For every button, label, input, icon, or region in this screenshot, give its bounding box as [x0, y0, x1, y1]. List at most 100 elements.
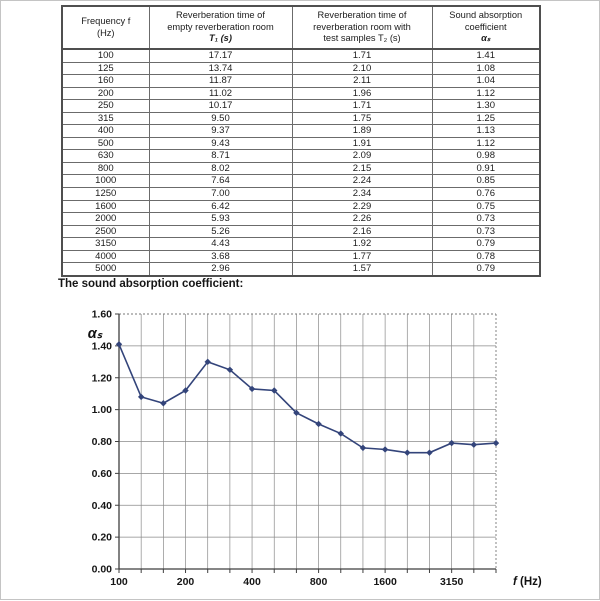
data-point-marker [182, 387, 189, 394]
table-cell: 0.76 [431, 187, 541, 201]
table-row: 315 9.50 1.75 1.25 [61, 111, 541, 126]
table-body: 100 17.17 1.71 1.41 125 13.74 2.10 1.08 160 11.87… [61, 48, 541, 277]
table-cell: 0.79 [431, 237, 541, 251]
table-cell: 1.77 [291, 249, 433, 264]
y-tick-label: 1.40 [92, 340, 113, 352]
table-row: 400 9.37 1.89 1.13 [61, 124, 541, 138]
table-cell: 2.16 [291, 224, 433, 239]
x-tick-label: 3150 [440, 576, 464, 588]
table-cell: 2.11 [291, 74, 433, 88]
table-cell: 0.78 [431, 249, 541, 264]
table-cell: 13.74 [148, 61, 293, 76]
table-cell: 1.92 [291, 237, 433, 251]
table-header-row: Frequency f (Hz) Reverberation time of empt… [61, 5, 541, 50]
table-cell: 1250 [61, 187, 150, 201]
table-row: 800 8.02 2.15 0.91 [61, 161, 541, 176]
table-cell: 1.12 [431, 136, 541, 151]
data-point-marker [315, 420, 322, 428]
table-row: 630 8.71 2.09 0.98 [61, 149, 541, 163]
table-cell: 2.10 [291, 61, 433, 76]
table-row: 3150 4.43 1.92 0.79 [61, 237, 541, 251]
column-header: Frequency f (Hz) [61, 5, 150, 50]
table-cell: 9.37 [148, 124, 293, 138]
table-cell: 1.89 [291, 124, 433, 138]
x-tick-label: 200 [177, 576, 195, 588]
table-cell: 1.12 [431, 86, 541, 101]
table-cell: 17.17 [148, 48, 293, 63]
data-point-marker [160, 400, 167, 407]
table-cell: 2000 [61, 212, 150, 226]
table-cell: 4000 [61, 249, 150, 264]
table-row: 1250 7.00 2.34 0.76 [61, 187, 541, 201]
table-cell: 2.15 [291, 161, 433, 176]
table-cell: 9.43 [148, 136, 293, 151]
table-row: 2500 5.26 2.16 0.73 [61, 224, 541, 239]
x-tick-label: 800 [310, 576, 328, 588]
table-cell: 9.50 [148, 111, 293, 126]
data-point-marker [492, 439, 500, 447]
x-tick-label: 1600 [373, 576, 397, 588]
y-tick-label: 0.60 [92, 468, 113, 480]
table-cell: 100 [61, 48, 150, 63]
column-header: Reverberation time of empty reverberation… [148, 5, 293, 50]
data-point-marker [293, 409, 300, 417]
table-cell: 1.08 [431, 61, 541, 76]
data-point-marker [137, 393, 145, 401]
table-cell: 7.00 [148, 187, 293, 201]
data-point-marker [271, 387, 278, 394]
table-cell: 125 [61, 61, 150, 76]
table-row: 250 10.17 1.71 1.30 [61, 99, 541, 113]
y-tick-label: 1.20 [92, 372, 113, 384]
table-cell: 0.98 [431, 149, 541, 163]
table-cell: 2500 [61, 224, 150, 239]
table-cell: 5.93 [148, 212, 293, 226]
table-row: 5000 2.96 1.57 0.79 [61, 262, 541, 277]
table-cell: 0.73 [431, 212, 541, 226]
table-cell: 3.68 [148, 249, 293, 264]
table-row: 1600 6.42 2.29 0.75 [61, 199, 541, 214]
table-cell: 800 [61, 161, 150, 176]
table-cell: 2.34 [291, 187, 433, 201]
y-tick-label: 0.80 [92, 436, 113, 448]
table-cell: 630 [61, 149, 150, 163]
table-row: 4000 3.68 1.77 0.78 [61, 249, 541, 264]
table-row: 100 17.17 1.71 1.41 [61, 48, 541, 63]
table-cell: 1.25 [431, 111, 541, 126]
data-point-marker [470, 441, 478, 448]
data-point-marker [381, 446, 389, 453]
data-point-marker [359, 444, 367, 452]
table-cell: 0.91 [431, 161, 541, 176]
table-cell: 0.85 [431, 174, 541, 188]
table-row: 1000 7.64 2.24 0.85 [61, 174, 541, 188]
table-cell: 10.17 [148, 99, 293, 113]
table-cell: 500 [61, 136, 150, 151]
table-row: 125 13.74 2.10 1.08 [61, 61, 541, 76]
table-cell: 315 [61, 111, 150, 126]
table-cell: 1.91 [291, 136, 433, 151]
table-cell: 2.24 [291, 174, 433, 188]
table-cell: 160 [61, 74, 150, 88]
data-point-marker [426, 449, 433, 456]
table-cell: 5.26 [148, 224, 293, 239]
table-row: 200 11.02 1.96 1.12 [61, 86, 541, 101]
y-tick-label: 0.20 [92, 532, 113, 544]
table-cell: 1.30 [431, 99, 541, 113]
table-cell: 0.79 [431, 262, 541, 277]
table-cell: 1.57 [291, 262, 433, 277]
table-cell: 1.13 [431, 124, 541, 138]
data-point-marker [248, 385, 256, 393]
table-cell: 1.04 [431, 74, 541, 88]
table-cell: 400 [61, 124, 150, 138]
data-point-marker [337, 430, 344, 437]
table-cell: 5000 [61, 262, 150, 277]
data-point-marker [448, 439, 455, 447]
y-axis-title: αₛ [88, 326, 103, 342]
table-cell: 1.71 [291, 99, 433, 113]
table-cell: 1000 [61, 174, 150, 188]
table-cell: 1.71 [291, 48, 433, 63]
y-tick-label: 0.00 [92, 564, 113, 576]
table-row: 2000 5.93 2.26 0.73 [61, 212, 541, 226]
data-point-marker [404, 449, 411, 456]
table-cell: 250 [61, 99, 150, 113]
